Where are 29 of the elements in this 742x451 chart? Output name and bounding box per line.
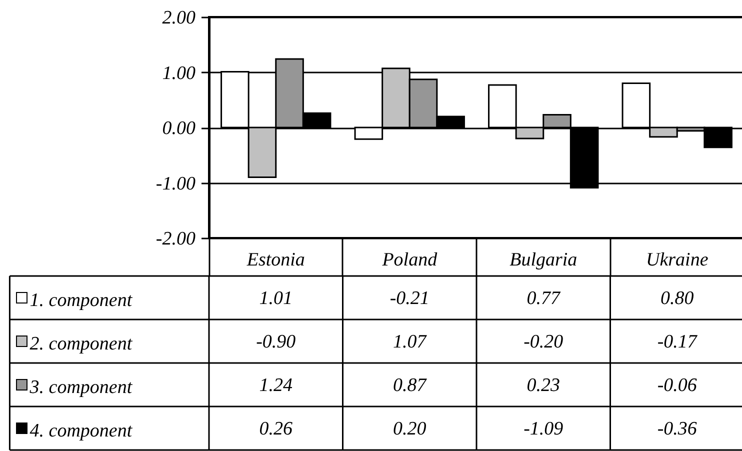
data-label: -0.06 [657, 374, 698, 396]
data-label: 1.24 [259, 374, 293, 396]
data-label: -0.36 [657, 418, 698, 440]
x-tick-label: Estonia [246, 250, 305, 270]
data-label: -0.21 [390, 288, 430, 309]
data-label: -0.20 [524, 331, 564, 352]
x-tick-label: Bulgaria [510, 250, 578, 270]
data-label: 0.77 [526, 288, 562, 309]
data-label: -1.09 [524, 418, 564, 440]
y-tick-label: 0.00 [162, 118, 196, 139]
y-tick-label: -2.00 [156, 228, 196, 250]
legend-label: 3. component [28, 376, 133, 398]
data-label: 0.20 [393, 418, 427, 440]
data-label: -0.90 [256, 331, 296, 352]
data-label: 0.87 [393, 374, 428, 396]
data-label: 0.80 [660, 288, 694, 309]
legend-label: 2. component [30, 333, 133, 354]
y-tick-label: 2.00 [162, 8, 196, 28]
y-tick-label: -1.00 [156, 173, 196, 194]
data-label: 0.23 [526, 374, 560, 396]
data-label: 1.07 [393, 331, 428, 352]
y-tick-label: 1.00 [162, 62, 196, 84]
legend-label: 1. component [30, 290, 133, 311]
data-label: -0.17 [657, 331, 698, 352]
x-tick-label: Ukraine [646, 250, 708, 270]
legend-label: 4. component [30, 420, 133, 442]
data-label: 0.26 [259, 418, 293, 440]
x-tick-label: Poland [381, 250, 438, 270]
data-label: 1.01 [259, 288, 292, 309]
